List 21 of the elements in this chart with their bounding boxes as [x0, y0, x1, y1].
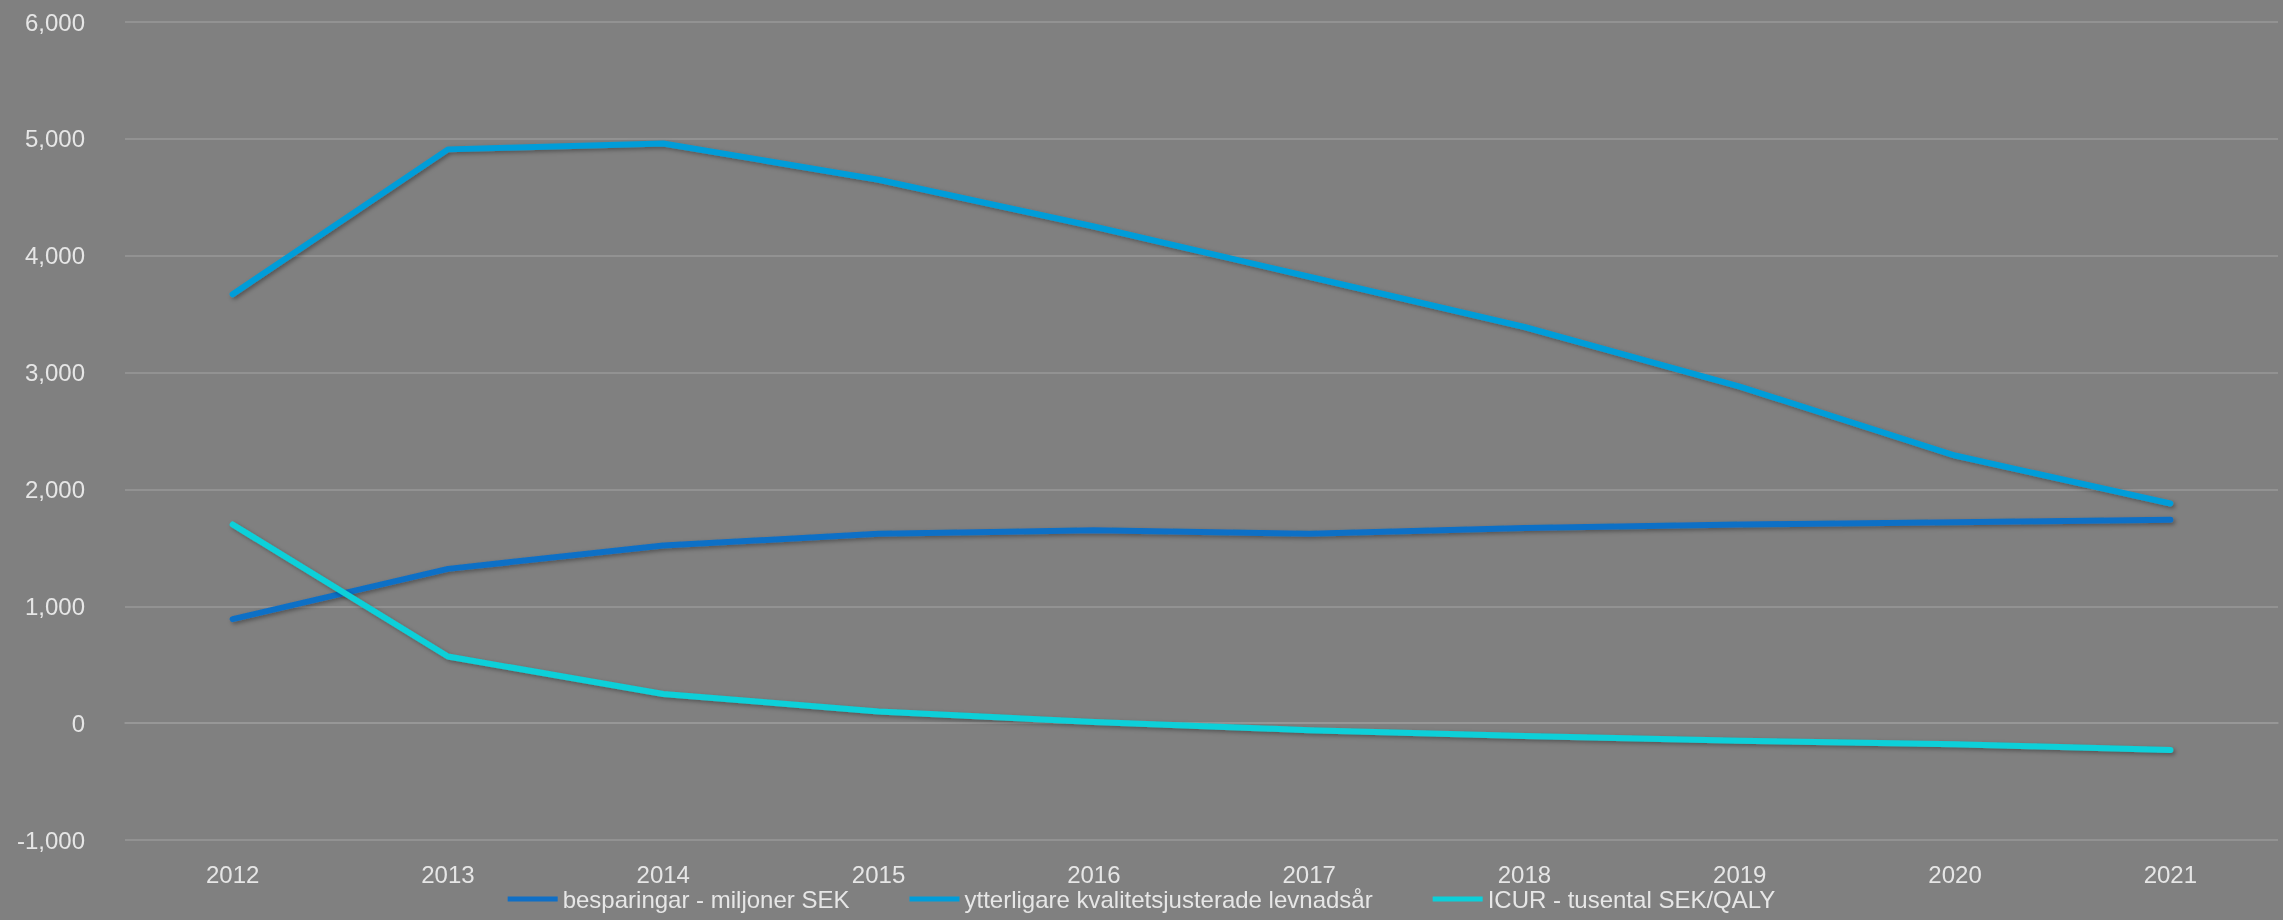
x-tick-label: 2021: [2143, 860, 2198, 888]
x-tick-label: 2014: [636, 860, 690, 888]
x-tick-label: 2012: [205, 860, 260, 888]
y-tick-label: 2,000: [24, 475, 85, 503]
x-tick-label: 2015: [851, 860, 906, 888]
y-tick-label: 0: [71, 709, 85, 737]
x-tick-label: 2020: [1928, 860, 1982, 888]
x-tick-label: 2019: [1713, 860, 1767, 888]
y-tick-label: 5,000: [24, 125, 85, 153]
y-tick-label: -1,000: [16, 826, 85, 854]
legend-label: besparingar - miljoner SEK: [562, 885, 850, 913]
x-tick-label: 2018: [1497, 860, 1552, 888]
y-tick-label: 4,000: [24, 242, 85, 270]
x-tick-label: 2013: [421, 860, 475, 888]
x-tick-label: 2017: [1282, 860, 1336, 888]
y-tick-label: 6,000: [24, 8, 85, 36]
legend-label: ICUR - tusental SEK/QALY: [1487, 885, 1776, 913]
y-tick-label: 3,000: [24, 359, 85, 387]
legend-label: ytterligare kvalitetsjusterade levnadsår: [964, 885, 1373, 913]
y-tick-label: 1,000: [24, 592, 85, 620]
x-tick-label: 2016: [1067, 860, 1121, 888]
